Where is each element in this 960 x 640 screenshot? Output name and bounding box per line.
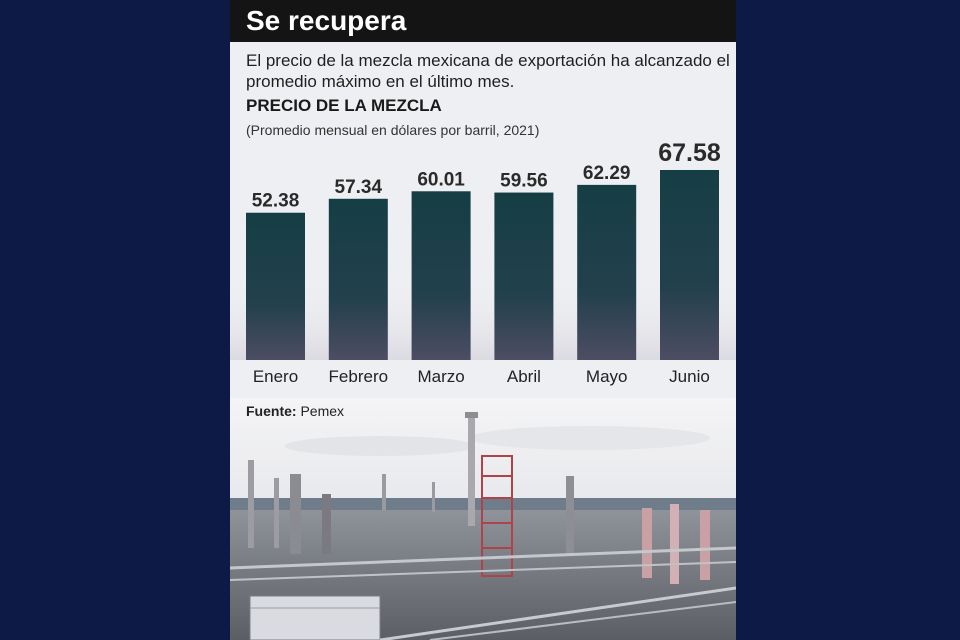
value-label-abril: 59.56 xyxy=(500,171,548,192)
source-note: Fuente: Pemex xyxy=(246,403,344,419)
bar-marzo xyxy=(411,191,471,360)
subtitle: El precio de la mezcla mexicana de expor… xyxy=(246,51,730,91)
bar-junio xyxy=(660,170,719,360)
bar-febrero xyxy=(328,198,388,360)
value-label-enero: 52.38 xyxy=(252,191,300,212)
page-title: Se recupera xyxy=(246,5,407,36)
category-label-marzo: Marzo xyxy=(417,367,464,386)
header-bar: Se recupera xyxy=(230,0,736,42)
value-label-marzo: 60.01 xyxy=(417,169,465,190)
category-label-enero: Enero xyxy=(253,367,298,386)
infographic-card: Se recupera El precio de la mezcla mexic… xyxy=(230,0,736,640)
refinery-photo xyxy=(230,398,736,640)
chart-title: PRECIO DE LA MEZCLA xyxy=(246,96,442,115)
bar-enero xyxy=(246,212,305,360)
chart-base-shading xyxy=(230,278,736,360)
bar-abril xyxy=(494,192,554,360)
value-label-junio: 67.58 xyxy=(658,139,721,167)
value-label-mayo: 62.29 xyxy=(583,163,631,184)
category-label-mayo: Mayo xyxy=(586,367,628,386)
value-label-febrero: 57.34 xyxy=(335,177,383,198)
source-value: Pemex xyxy=(300,403,345,419)
chart-subtitle: (Promedio mensual en dólares por barril,… xyxy=(246,122,540,138)
category-label-febrero: Febrero xyxy=(329,367,389,386)
source-label: Fuente: xyxy=(246,403,297,419)
category-label-junio: Junio xyxy=(669,367,710,386)
bar-mayo xyxy=(577,184,637,360)
bar-chart: 52.38 Enero 57.34 Febrero 60.01 Marzo 59.56 Abr… xyxy=(230,139,736,386)
category-label-abril: Abril xyxy=(507,367,541,386)
